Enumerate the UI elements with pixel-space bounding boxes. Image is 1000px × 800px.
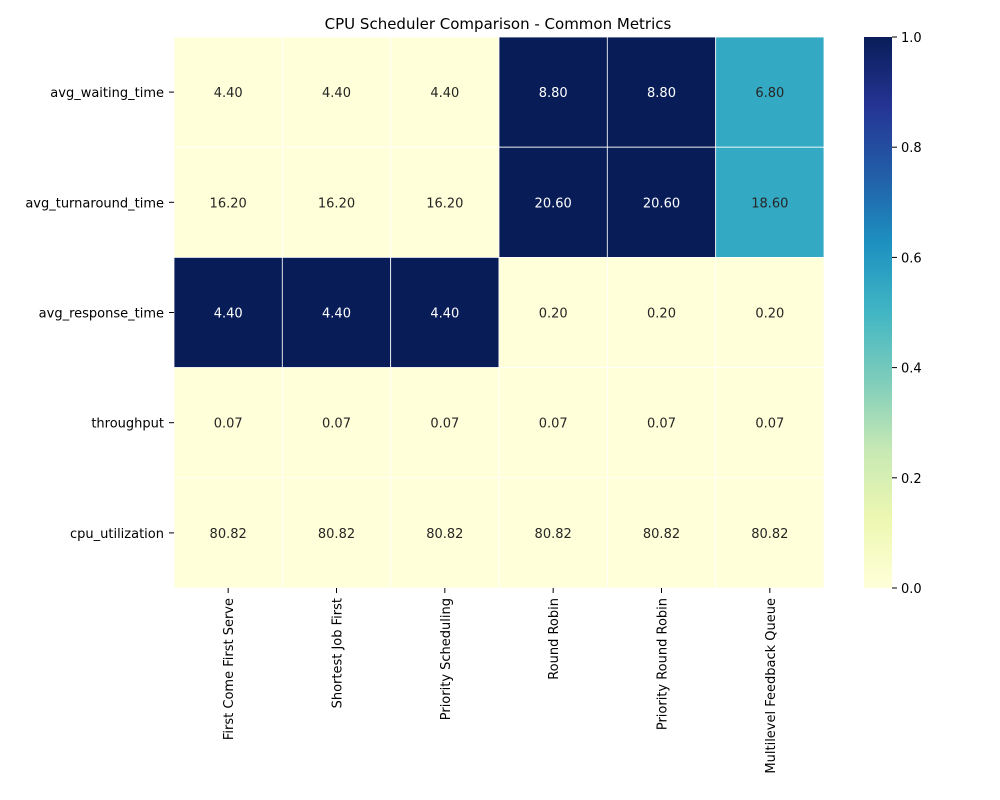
cell-value-label: 8.80 (539, 86, 568, 101)
cell-value-label: 20.60 (643, 196, 680, 211)
heatmap-cell (281, 146, 392, 258)
cell-value-label: 80.82 (318, 527, 355, 542)
cell-value-label: 20.60 (535, 196, 572, 211)
heatmap-cell (606, 367, 717, 479)
column-label: Priority Round Robin (656, 598, 671, 730)
cell-value-label: 4.40 (322, 86, 351, 101)
colorbar-tick-label: 0.6 (901, 251, 922, 266)
cell-value-label: 0.20 (755, 307, 784, 322)
cell-value-label: 0.07 (322, 417, 351, 432)
column-label: Round Robin (547, 598, 562, 680)
cell-value-label: 4.40 (322, 307, 351, 322)
heatmap-cell (606, 256, 717, 368)
column-label: Priority Scheduling (439, 598, 454, 720)
cell-value-label: 4.40 (214, 86, 243, 101)
cell-value-label: 0.20 (539, 307, 568, 322)
cell-value-label: 16.20 (318, 196, 355, 211)
row-label: avg_response_time (39, 307, 164, 322)
cell-value-label: 0.07 (214, 417, 243, 432)
cell-value-label: 6.80 (755, 86, 784, 101)
heatmap-cell (498, 256, 608, 368)
colorbar-tick-label: 1.0 (901, 31, 922, 46)
cell-value-label: 80.82 (535, 527, 572, 542)
heatmap-cell (498, 36, 608, 148)
cell-value-label: 4.40 (430, 86, 459, 101)
cell-value-label: 0.07 (647, 417, 676, 432)
colorbar-gradient (864, 37, 892, 588)
column-label: Multilevel Feedback Queue (764, 598, 779, 774)
colorbar-tick-label: 0.4 (901, 362, 922, 377)
heatmap-cell (390, 367, 500, 479)
colorbar-tick-label: 0.2 (901, 472, 922, 487)
heatmap-cell (390, 36, 500, 148)
column-label: First Come First Serve (222, 598, 237, 740)
heatmap-cell (281, 367, 392, 479)
heatmap-cell (173, 36, 283, 148)
row-labels: avg_waiting_time avg_turnaround_time avg_r… (25, 86, 174, 542)
heatmap-cell (498, 146, 608, 258)
colorbar: 0.0 0.2 0.4 0.6 0.8 1.0 (864, 31, 922, 597)
row-label: cpu_utilization (70, 527, 164, 542)
cell-value-label: 0.07 (755, 417, 784, 432)
cell-value-label: 8.80 (647, 86, 676, 101)
heatmap-cell (606, 477, 717, 589)
colorbar-tick-label: 0.0 (901, 582, 922, 597)
heatmap-cell (715, 367, 825, 479)
cell-value-label: 18.60 (751, 196, 788, 211)
colorbar-tick-label: 0.8 (901, 141, 922, 156)
chart-title: CPU Scheduler Comparison - Common Metric… (325, 15, 672, 33)
cell-value-label: 80.82 (643, 527, 680, 542)
heatmap-cell (606, 36, 717, 148)
heatmap-cell (281, 256, 392, 368)
heatmap-cell (173, 477, 283, 589)
cell-value-label: 0.07 (539, 417, 568, 432)
heatmap-cells: 4.40 4.40 4.40 8.80 8.80 6.80 16.20 16.20 16.20 2… (173, 36, 825, 589)
heatmap-cell (715, 256, 825, 368)
heatmap-cell (498, 477, 608, 589)
heatmap-cell (390, 256, 500, 368)
row-label: throughput (91, 417, 164, 432)
heatmap-cell (173, 256, 283, 368)
row-label: avg_waiting_time (50, 86, 164, 101)
cell-value-label: 4.40 (214, 307, 243, 322)
cell-value-label: 16.20 (426, 196, 463, 211)
row-label: avg_turnaround_time (25, 196, 164, 211)
heatmap-cell (715, 146, 825, 258)
cell-value-label: 4.40 (430, 307, 459, 322)
cell-value-label: 80.82 (426, 527, 463, 542)
column-label: Shortest Job First (331, 598, 346, 708)
cell-value-label: 0.20 (647, 307, 676, 322)
cell-value-label: 80.82 (210, 527, 247, 542)
column-labels: First Come First Serve Shortest Job First… (222, 588, 779, 774)
cell-value-label: 80.82 (751, 527, 788, 542)
heatmap-cell (281, 36, 392, 148)
heatmap-cell (498, 367, 608, 479)
heatmap-cell (390, 477, 500, 589)
heatmap-cell (173, 367, 283, 479)
heatmap-cell (715, 36, 825, 148)
cell-value-label: 16.20 (210, 196, 247, 211)
cell-value-label: 0.07 (430, 417, 459, 432)
heatmap-cell (715, 477, 825, 589)
